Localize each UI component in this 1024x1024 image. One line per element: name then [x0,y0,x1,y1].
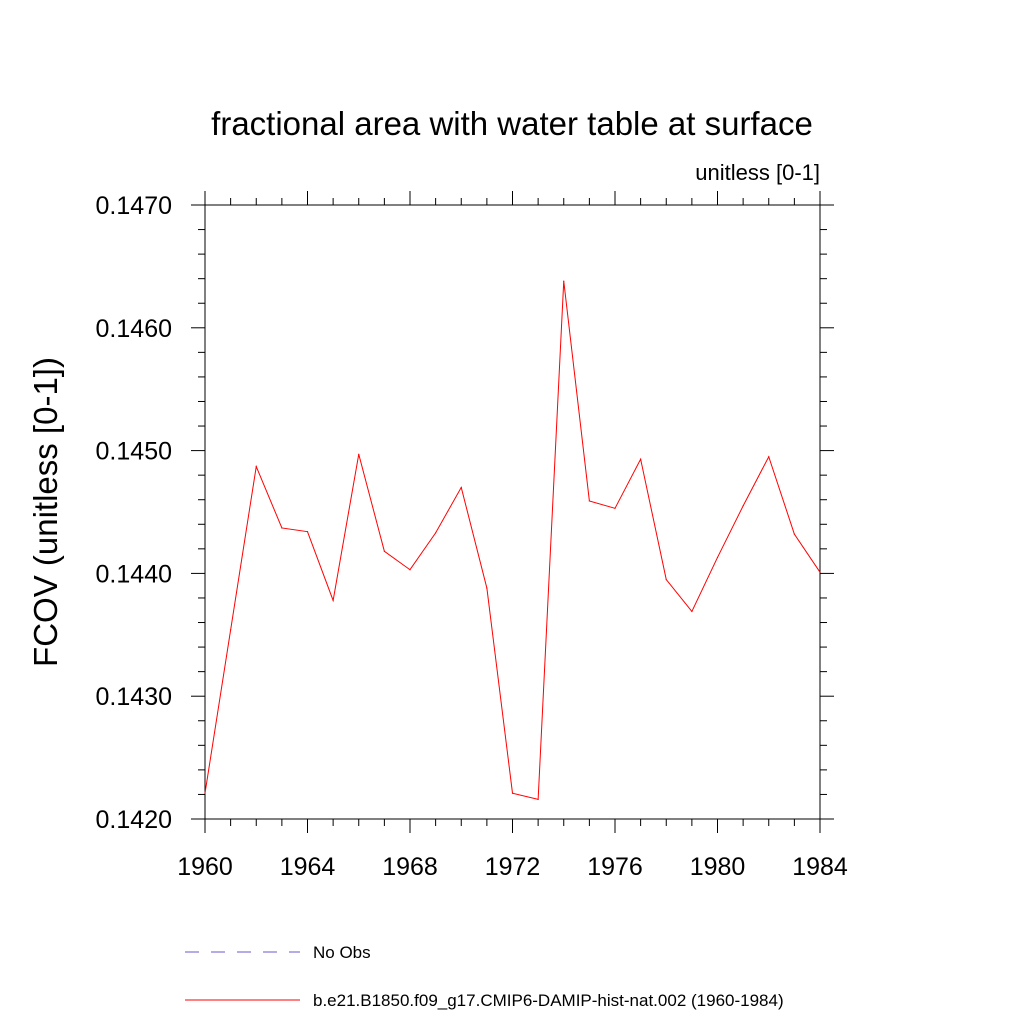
data-point [716,556,719,559]
data-point [742,505,744,507]
data-point [691,610,693,613]
series-line [204,281,821,800]
data-point [358,453,360,455]
data-point [588,500,590,502]
x-axis: 1960 1964 1968 1972 1976 1980 1984 [177,191,848,881]
y-tick-label: 0.1460 [96,315,172,343]
legend-label: b.e21.B1850.f09_g17.CMIP6-DAMIP-hist-nat… [313,991,784,1010]
data-point [768,456,770,458]
x-tick-label: 1972 [485,853,541,881]
units-label: unitless [0-1] [695,160,820,185]
data-point [665,578,667,581]
data-point [614,507,616,509]
data-point [563,280,565,282]
y-axis: 0.1420 0.1430 0.1440 0.1450 0.1460 0.1470 [96,192,834,834]
y-axis-label: FCOV (unitless [0-1]) [27,357,64,667]
data-point [486,587,488,589]
data-point [409,569,411,571]
data-point [640,458,642,460]
data-point [383,550,385,552]
data-point [230,629,232,631]
x-tick-label: 1960 [177,853,233,881]
chart-title: fractional area with water table at surf… [211,105,813,142]
data-point [537,798,539,800]
data-point [435,532,437,534]
plot-frame [204,204,821,820]
x-tick-label: 1968 [382,853,438,881]
x-tick-label: 1980 [690,853,746,881]
data-point [819,571,821,573]
data-point [281,527,283,529]
data-point [204,792,206,794]
x-tick-label: 1976 [587,853,643,881]
data-point [255,465,257,468]
data-point [793,533,795,535]
y-tick-label: 0.1450 [96,438,172,466]
data-point [332,599,334,602]
series-layer [204,280,821,800]
data-point [460,486,462,489]
legend: No Obs b.e21.B1850.f09_g17.CMIP6-DAMIP-hi… [185,943,784,1010]
y-tick-label: 0.1430 [96,683,172,711]
data-point [511,792,514,794]
data-point [306,531,309,533]
legend-label: No Obs [313,943,371,962]
x-tick-label: 1964 [280,853,336,881]
y-tick-label: 0.1470 [96,192,172,220]
y-tick-label: 0.1440 [96,560,172,588]
y-tick-label: 0.1420 [96,806,172,834]
x-tick-label: 1984 [792,853,848,881]
